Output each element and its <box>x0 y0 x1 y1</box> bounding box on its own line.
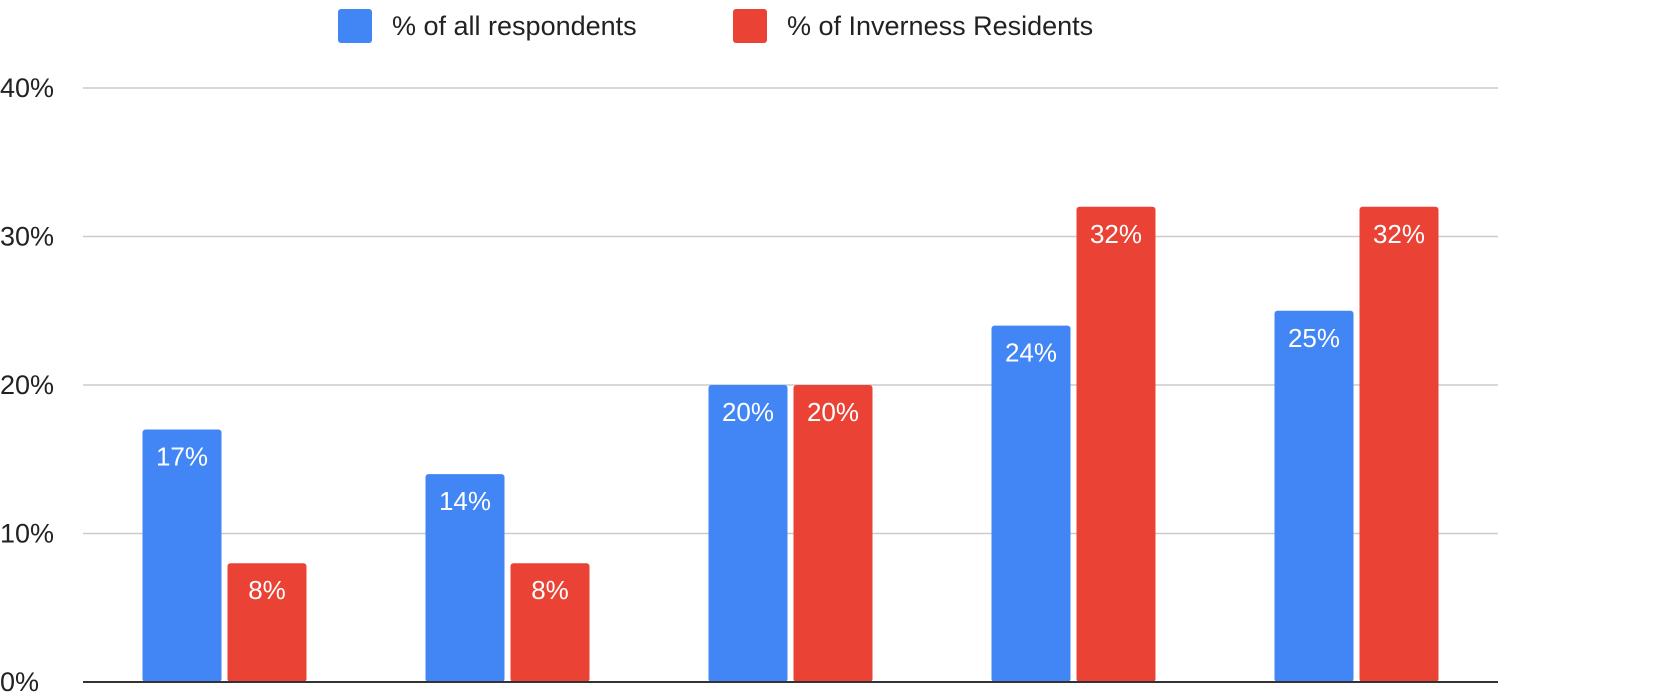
data-labels: 17% 14% 20% 24% 25% 8% 8% 20% 32% 32% <box>156 219 1425 605</box>
data-label: 17% <box>156 442 208 472</box>
y-tick-label: 10% <box>0 519 54 549</box>
y-tick-label: 0% <box>0 667 39 692</box>
legend-swatch-all-respondents <box>338 9 372 43</box>
bar-series-1-category-3 <box>708 385 788 682</box>
y-axis-ticks: 0% 10% 20% 30% 40% <box>0 73 54 692</box>
data-label: 24% <box>1005 338 1057 368</box>
legend-swatch-inverness-residents <box>733 9 767 43</box>
bars <box>142 206 1439 683</box>
data-label: 20% <box>807 397 859 427</box>
y-tick-label: 30% <box>0 222 54 252</box>
data-label: 20% <box>722 397 774 427</box>
bar-series-1-category-2 <box>425 474 505 682</box>
bar-series-1-category-4 <box>991 325 1071 682</box>
y-tick-label: 20% <box>0 370 54 400</box>
data-label: 14% <box>439 486 491 516</box>
data-label: 32% <box>1373 219 1425 249</box>
bar-series-2-category-2 <box>510 563 590 682</box>
bar-series-2-category-4 <box>1076 206 1156 683</box>
legend-label-all-respondents: % of all respondents <box>392 11 637 41</box>
bar-series-2-category-5 <box>1359 206 1439 683</box>
y-tick-label: 40% <box>0 73 54 103</box>
bar-series-1-category-1 <box>142 429 222 682</box>
gridlines <box>83 87 1498 535</box>
bar-series-1-category-5 <box>1274 310 1354 682</box>
data-label: 8% <box>248 575 286 605</box>
legend: % of all respondents % of Inverness Resi… <box>338 9 1093 43</box>
data-label: 32% <box>1090 219 1142 249</box>
legend-label-inverness-residents: % of Inverness Residents <box>787 11 1093 41</box>
data-label: 8% <box>531 575 569 605</box>
bar-series-2-category-1 <box>227 563 307 682</box>
data-label: 25% <box>1288 323 1340 353</box>
bar-series-2-category-3 <box>793 385 873 682</box>
